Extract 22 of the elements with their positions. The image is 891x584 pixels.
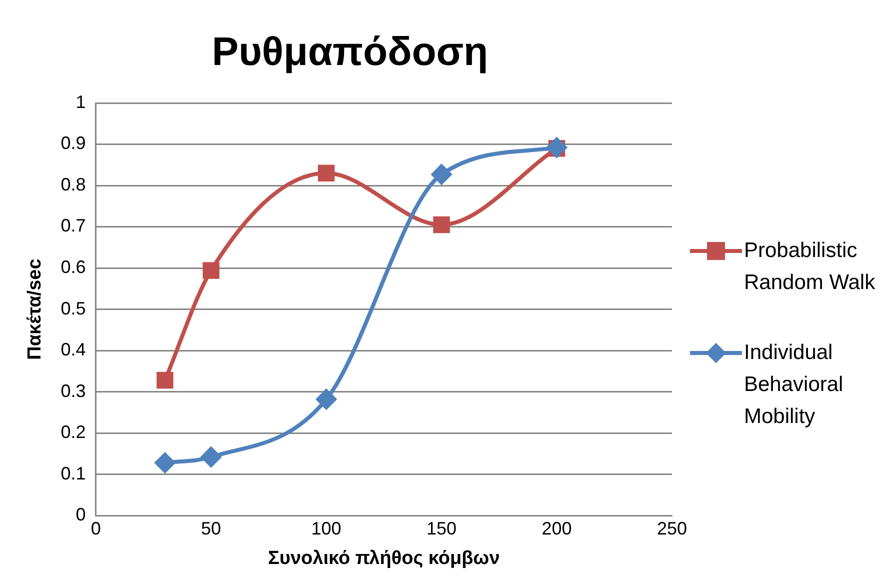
x-tick-label: 150	[426, 518, 457, 538]
x-tick-label: 0	[90, 518, 101, 538]
y-tick-label: 0.2	[60, 422, 86, 442]
x-axis-title: Συνολικό πλήθος κόμβων	[268, 548, 500, 569]
chart-title: Ρυθμαπόδοση	[212, 30, 488, 74]
x-tick-label: 50	[201, 518, 222, 538]
y-tick-label: 0.5	[60, 298, 86, 318]
y-tick-label: 0.7	[60, 216, 86, 236]
legend-label: Individual Behavioral Mobility	[744, 340, 844, 430]
y-tick-label: 0.1	[60, 463, 86, 484]
x-tick-label: 250	[656, 518, 688, 538]
x-tick-label: 200	[542, 518, 572, 538]
y-tick-label: 0.8	[60, 174, 86, 194]
y-axis-title: Πακέτα/sec	[24, 258, 46, 360]
y-tick-label: 0	[76, 504, 86, 525]
y-tick-label: 0.3	[60, 380, 86, 401]
y-tick-label: 0.9	[60, 133, 86, 154]
legend-label: Probabilistic Random Walk	[744, 238, 876, 296]
y-tick-label: 1	[76, 92, 86, 112]
x-tick-label: 100	[311, 518, 342, 538]
y-tick-label: 0.6	[60, 257, 86, 278]
y-tick-label: 0.4	[60, 340, 86, 360]
